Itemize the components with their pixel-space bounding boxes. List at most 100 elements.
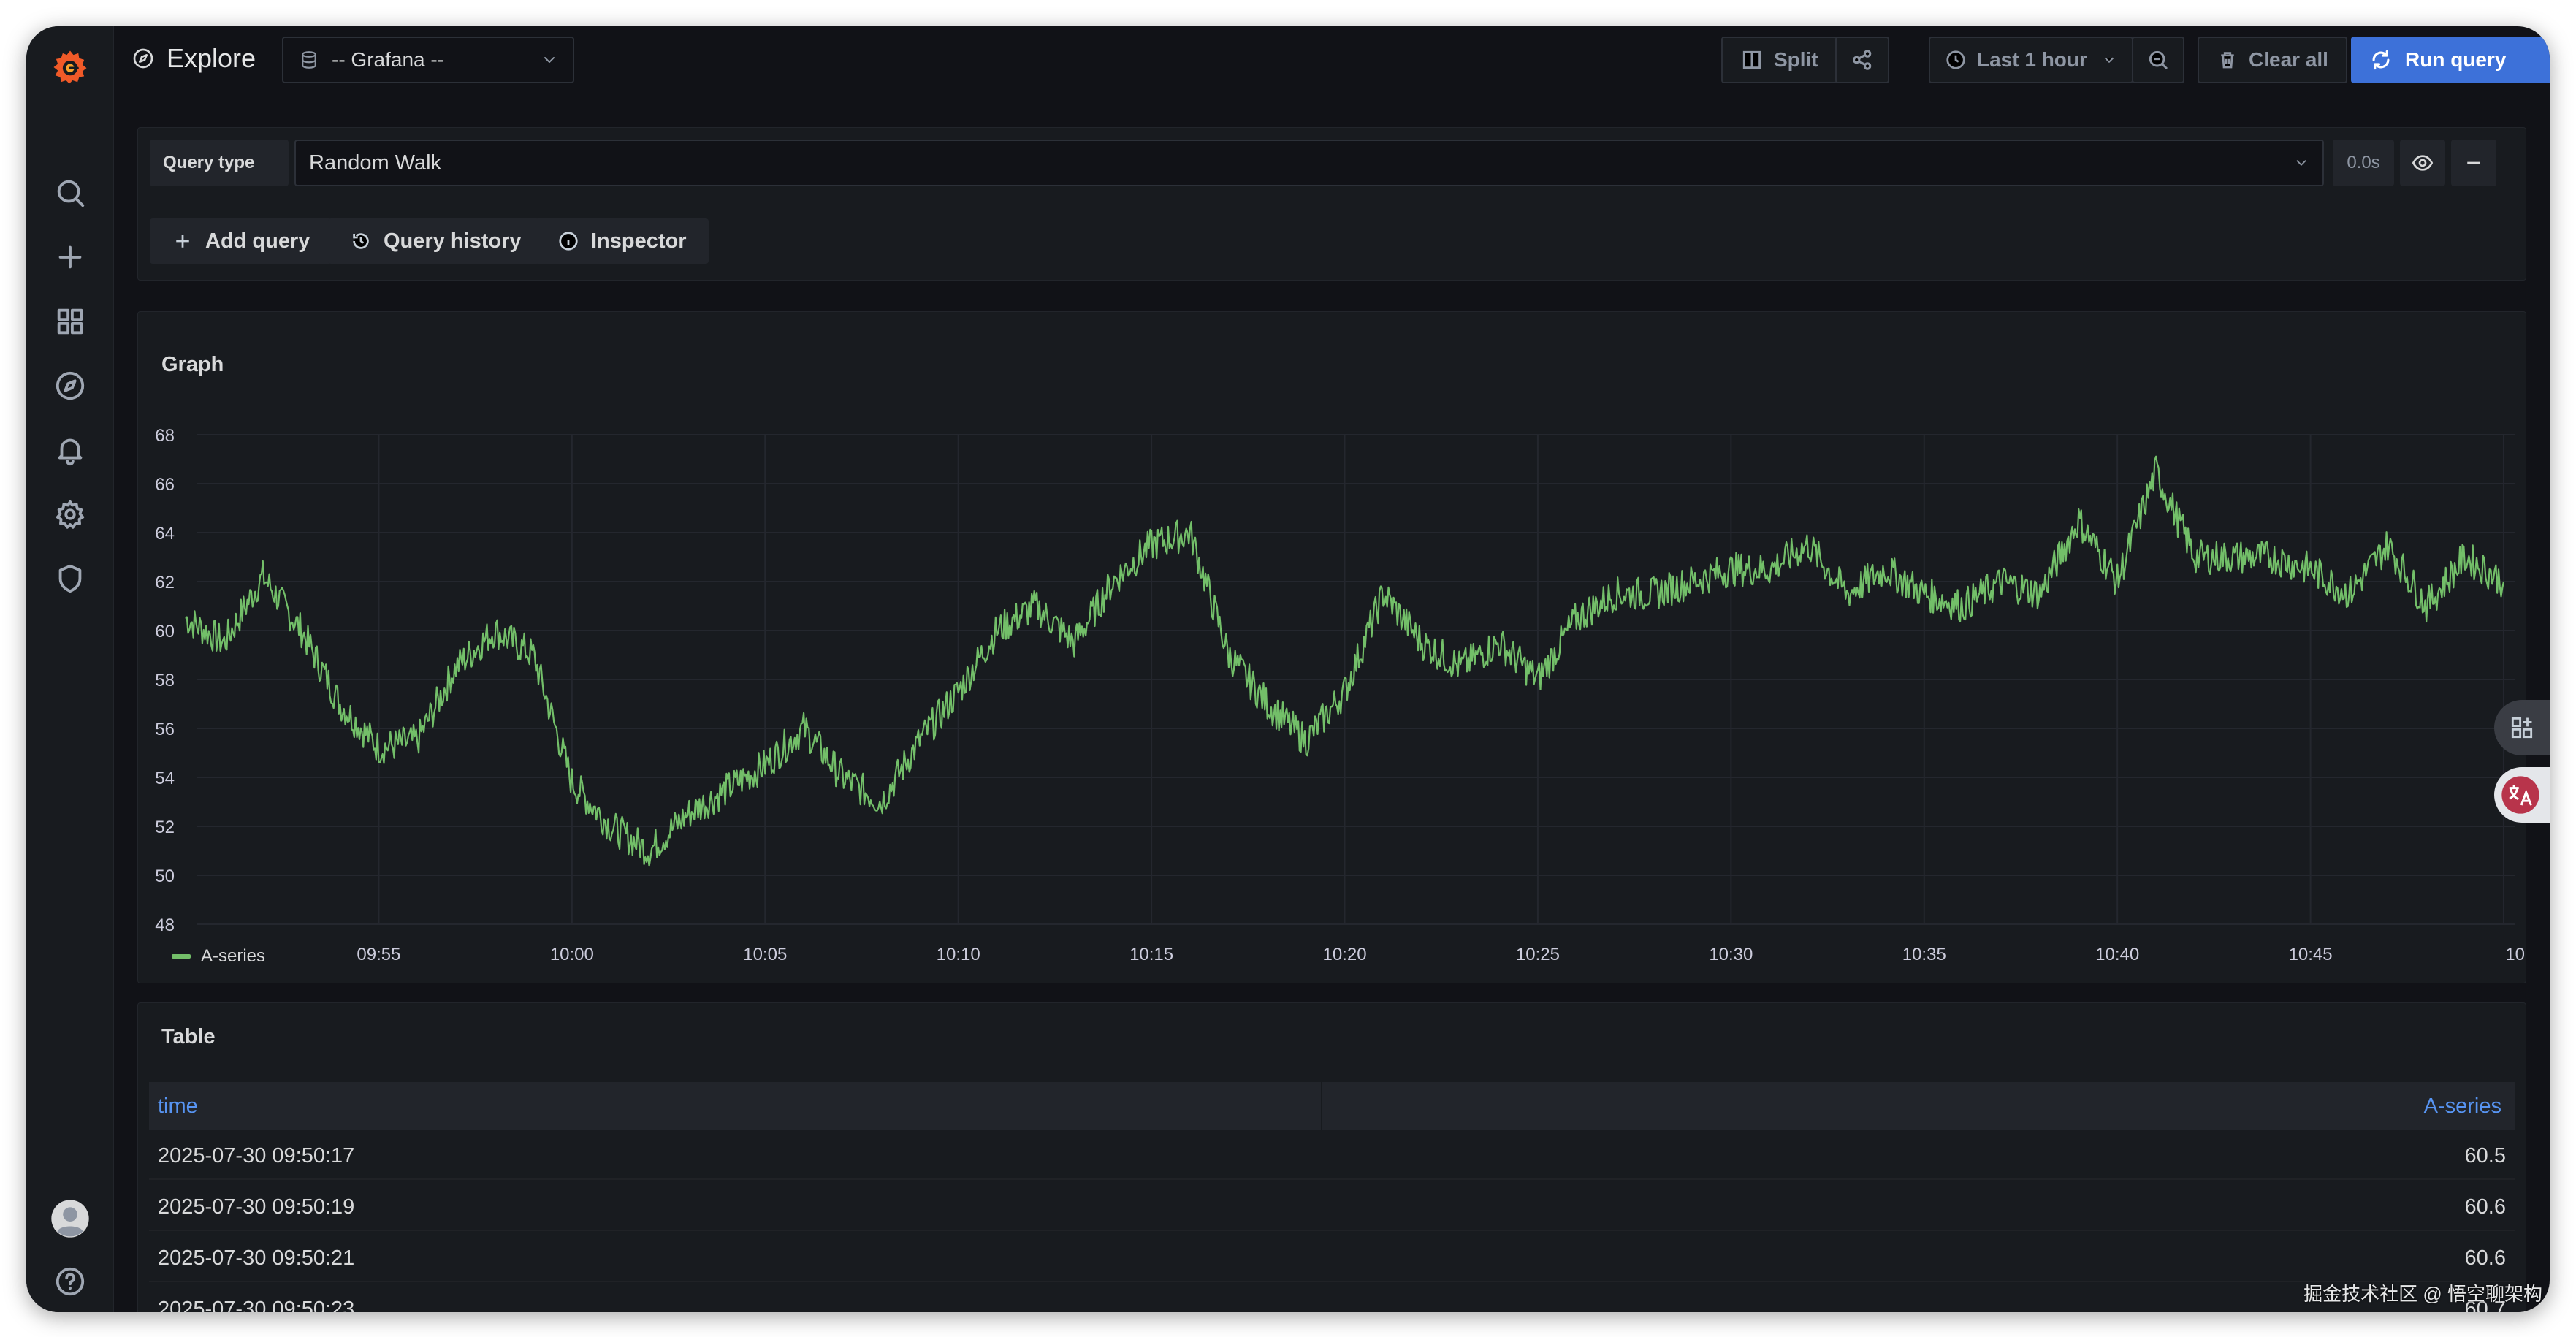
table-row: 2025-07-30 09:50:19 60.6: [149, 1181, 2515, 1231]
cell-value: 60.6: [2464, 1246, 2506, 1270]
grafana-logo-icon: [53, 50, 87, 84]
y-tick-label: 62: [155, 573, 175, 593]
zoom-out-button[interactable]: [2132, 37, 2184, 83]
share-icon: [1852, 50, 1872, 70]
sidebar-explore[interactable]: [26, 357, 114, 415]
x-tick-label: 10:35: [1902, 945, 1946, 964]
series-line-a-series: [185, 455, 2505, 867]
run-query-button[interactable]: Run query: [2351, 37, 2550, 83]
minus-icon: [2467, 161, 2480, 164]
toggle-visibility-button[interactable]: [2400, 140, 2445, 186]
add-query-button[interactable]: Add query: [150, 218, 332, 264]
sidebar-configuration[interactable]: [26, 485, 114, 544]
table-panel-title: Table: [161, 1025, 216, 1048]
y-tick-label: 64: [155, 524, 175, 544]
x-tick-label: 10:45: [2289, 945, 2333, 964]
translate-icon: [2501, 776, 2539, 814]
graph-legend[interactable]: A-series: [172, 946, 265, 967]
query-type-select[interactable]: Random Walk: [294, 140, 2324, 186]
legend-label: A-series: [201, 946, 266, 966]
sidebar-search[interactable]: [26, 164, 114, 222]
info-icon: [559, 232, 578, 251]
sidebar: [26, 26, 114, 1312]
x-tick-label: 10:40: [2095, 945, 2139, 964]
chevron-down-icon: [541, 51, 558, 69]
plus-icon: [176, 235, 189, 248]
y-tick-label: 52: [155, 818, 175, 837]
inspector-button[interactable]: Inspector: [536, 218, 709, 264]
dashboards-icon: [57, 308, 83, 335]
sidebar-dashboards[interactable]: [26, 292, 114, 351]
x-tick-label: 10:05: [743, 945, 787, 964]
column-header-time[interactable]: time: [158, 1094, 198, 1118]
datasource-value: -- Grafana --: [332, 48, 445, 71]
y-tick-label: 54: [155, 769, 175, 788]
run-query-label: Run query: [2405, 48, 2507, 71]
remove-query-button[interactable]: [2451, 140, 2496, 186]
clear-all-label: Clear all: [2249, 48, 2328, 71]
query-editor-panel: Query type Random Walk 0.0s Add query Qu…: [137, 127, 2526, 281]
sidebar-server-admin[interactable]: [26, 549, 114, 608]
share-button[interactable]: [1835, 37, 1889, 83]
query-type-label: Query type: [150, 140, 289, 186]
query-type-value: Random Walk: [309, 151, 442, 175]
grafana-window: Explore -- Grafana -- Split Last 1 hour: [26, 26, 2550, 1312]
sidebar-help[interactable]: [26, 1252, 114, 1311]
time-range-picker[interactable]: Last 1 hour: [1929, 37, 2133, 83]
y-tick-label: 48: [155, 915, 175, 935]
datasource-picker[interactable]: -- Grafana --: [282, 37, 574, 83]
y-tick-label: 56: [155, 720, 175, 739]
search-icon: [57, 180, 85, 207]
x-tick-label: 10:30: [1709, 945, 1753, 964]
split-icon: [1742, 50, 1761, 69]
eye-icon: [2412, 155, 2434, 171]
y-tick-label: 68: [155, 426, 175, 446]
table-header: time A-series: [149, 1082, 2515, 1130]
cell-value: 60.5: [2464, 1144, 2506, 1168]
floating-translate-button[interactable]: [2494, 767, 2550, 823]
clock-icon: [1946, 50, 1965, 69]
cell-time: 2025-07-30 09:50:17: [158, 1144, 355, 1168]
sidebar-create[interactable]: [26, 228, 114, 286]
graph-chart[interactable]: 48 50 52 54 56 58 60 62 64 66 68 09:55 10:00 10:05 10…: [138, 312, 2527, 984]
y-tick-label: 50: [155, 866, 175, 886]
sidebar-alerting[interactable]: [26, 421, 114, 479]
x-tick-label: 10: [2505, 945, 2525, 964]
x-tick-label: 10:25: [1516, 945, 1560, 964]
compass-icon: [132, 47, 155, 70]
clear-all-button[interactable]: Clear all: [2198, 37, 2347, 83]
query-history-button[interactable]: Query history: [328, 218, 544, 264]
gear-icon: [56, 500, 85, 529]
floating-apps-button[interactable]: [2494, 700, 2550, 755]
chevron-down-icon: [2293, 155, 2309, 171]
cell-time: 2025-07-30 09:50:21: [158, 1246, 355, 1270]
query-duration: 0.0s: [2333, 140, 2394, 186]
query-history-label: Query history: [384, 229, 522, 253]
page-title: Explore: [167, 43, 256, 73]
history-icon: [353, 233, 369, 249]
table-row: 2025-07-30 09:50:21 60.6: [149, 1233, 2515, 1282]
x-tick-label: 10:00: [550, 945, 594, 964]
refresh-icon: [2369, 47, 2393, 72]
database-icon: [298, 49, 320, 71]
column-header-a-series[interactable]: A-series: [2423, 1094, 2501, 1118]
avatar: [51, 1200, 89, 1238]
legend-swatch: [172, 954, 191, 959]
help-icon: [56, 1267, 85, 1296]
sidebar-profile[interactable]: [26, 1189, 114, 1248]
x-tick-label: 10:10: [937, 945, 980, 964]
top-navigation: Explore -- Grafana -- Split Last 1 hour: [114, 26, 2550, 117]
page-header: Explore: [132, 42, 256, 75]
bell-icon: [58, 438, 83, 466]
graph-panel: Graph 48 50 52 54 56 58 60 62 64 66 68 09:55 10:00 1…: [137, 311, 2526, 983]
split-label: Split: [1774, 48, 1818, 71]
table-panel: Table time A-series 2025-07-30 09:50:17 …: [137, 1002, 2526, 1312]
table-row: 2025-07-30 09:50:23 60.7: [149, 1284, 2515, 1312]
y-tick-label: 60: [155, 622, 175, 641]
y-tick-label: 66: [155, 475, 175, 495]
x-tick-label: 10:15: [1129, 945, 1173, 964]
grafana-logo[interactable]: [26, 31, 114, 104]
split-button[interactable]: Split: [1721, 37, 1837, 83]
x-tick-label: 09:55: [357, 945, 400, 964]
add-widget-icon: [2511, 717, 2533, 739]
